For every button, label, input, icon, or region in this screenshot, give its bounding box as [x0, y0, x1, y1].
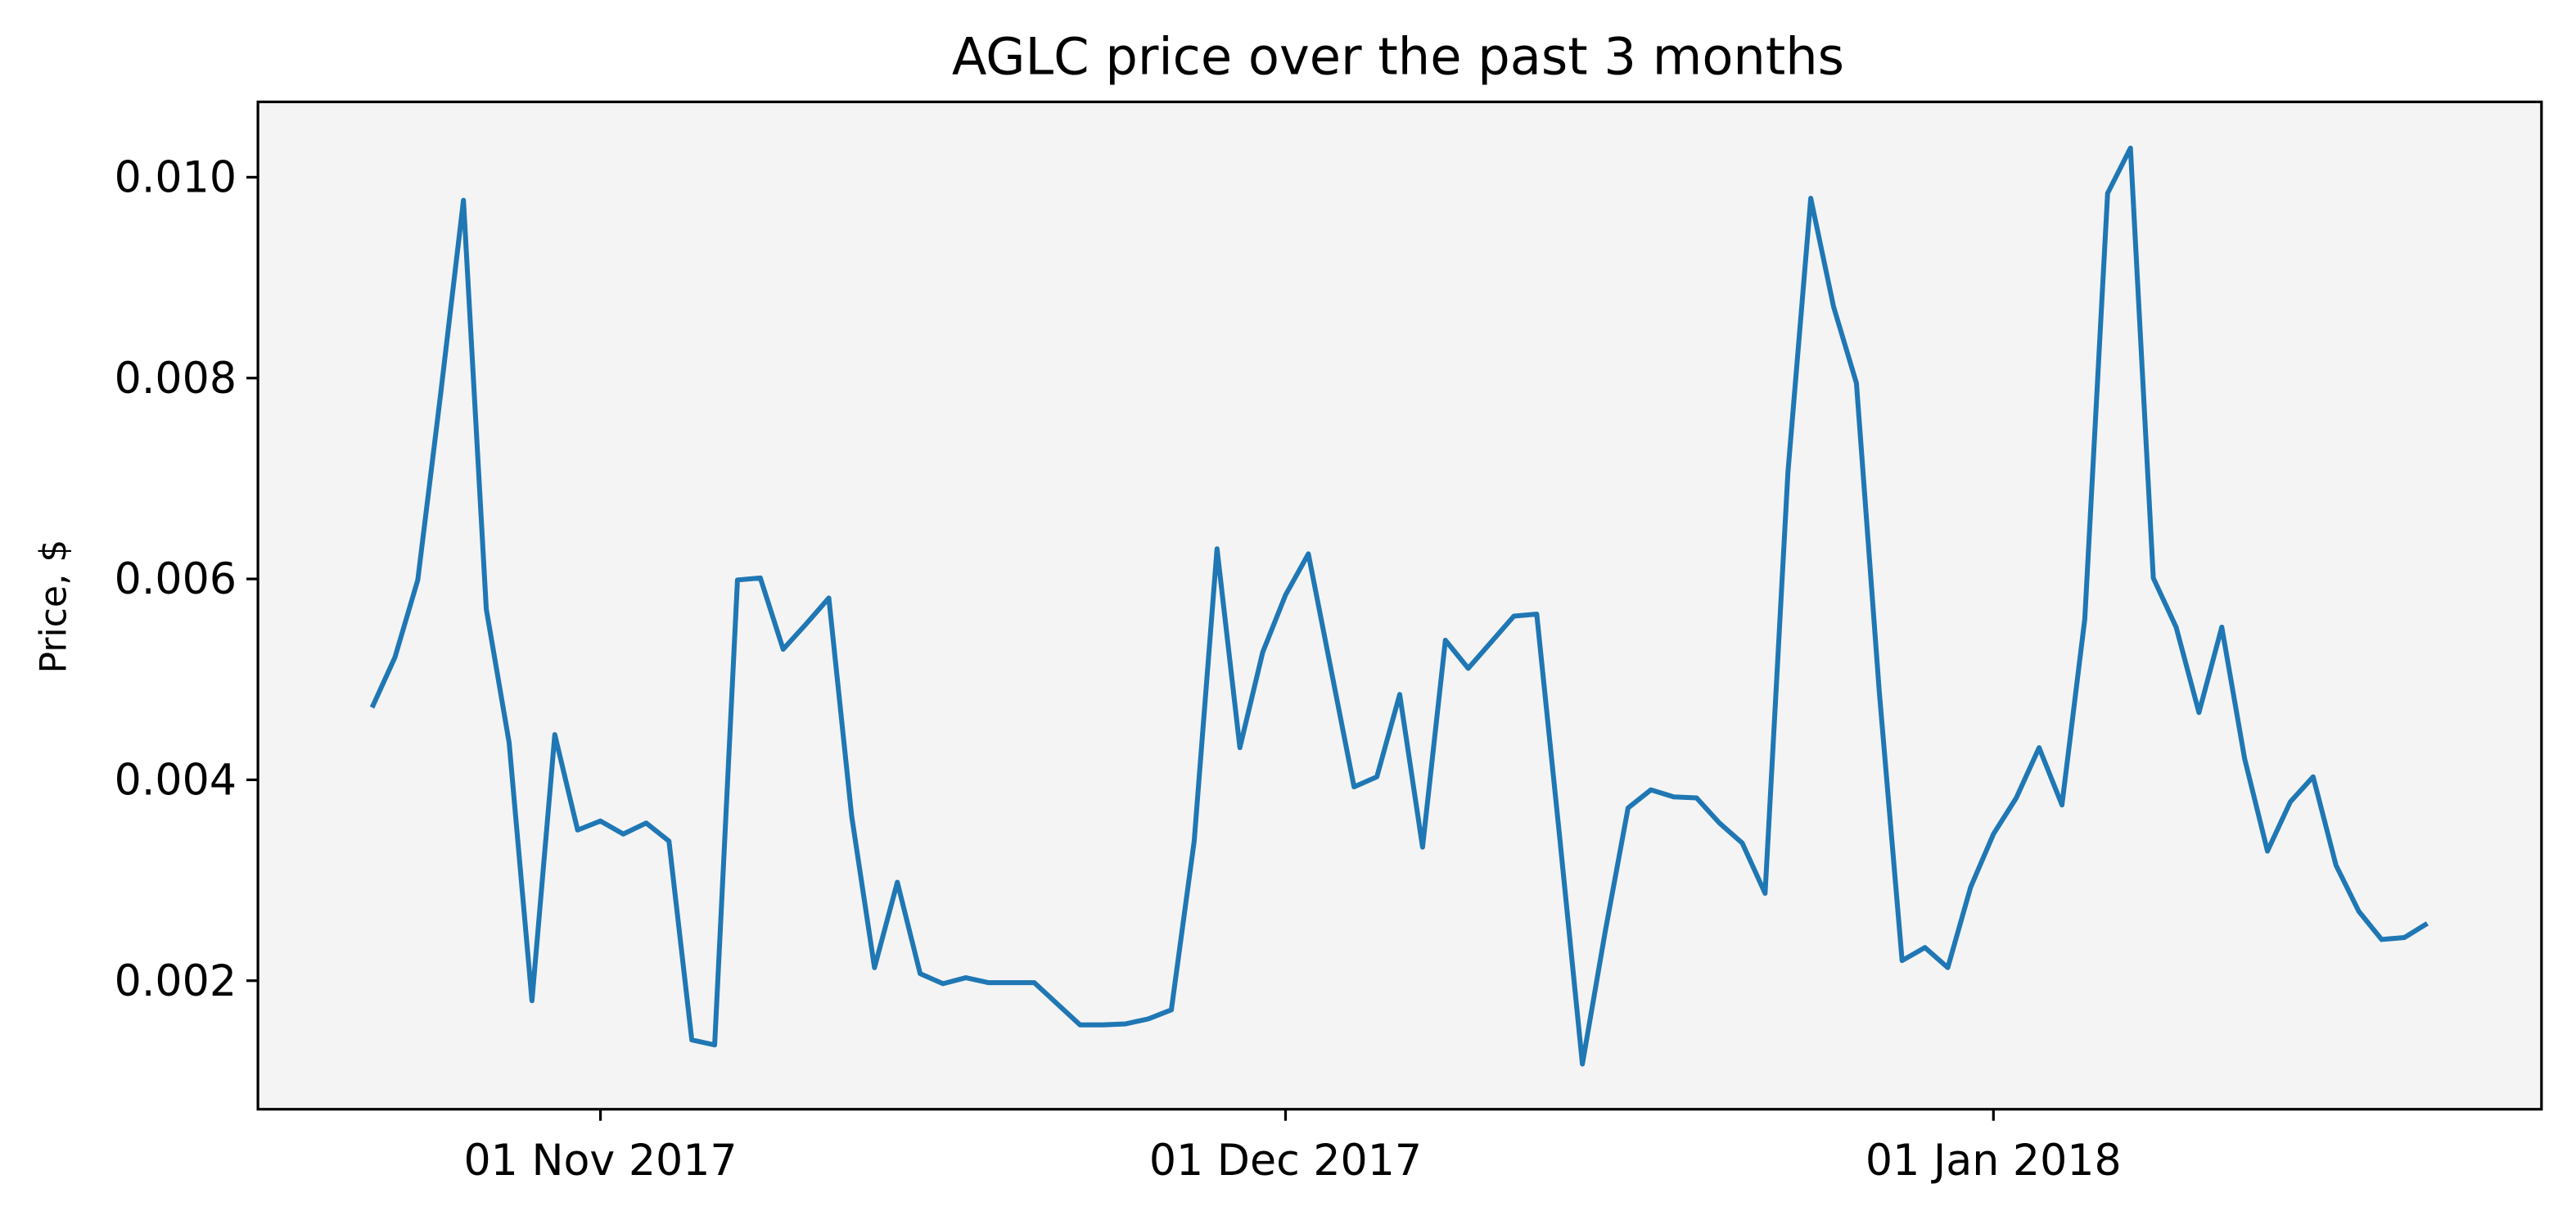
y-tick-label: 0.006	[115, 555, 237, 604]
plot-background	[258, 102, 2542, 1109]
plot-frame	[256, 100, 2543, 1111]
y-axis-label: Price, $	[33, 540, 74, 674]
chart-title: AGLC price over the past 3 months	[952, 26, 1844, 86]
y-tick-label: 0.004	[115, 756, 237, 805]
x-tick-label: 01 Dec 2017	[1149, 1136, 1422, 1186]
x-tick-label: 01 Nov 2017	[463, 1136, 737, 1186]
x-tick-label: 01 Jan 2018	[1865, 1136, 2122, 1186]
y-tick-label: 0.002	[115, 957, 237, 1006]
y-tick-label: 0.008	[115, 355, 237, 404]
price-line	[369, 145, 2429, 1067]
y-tick-label: 0.010	[115, 153, 237, 202]
